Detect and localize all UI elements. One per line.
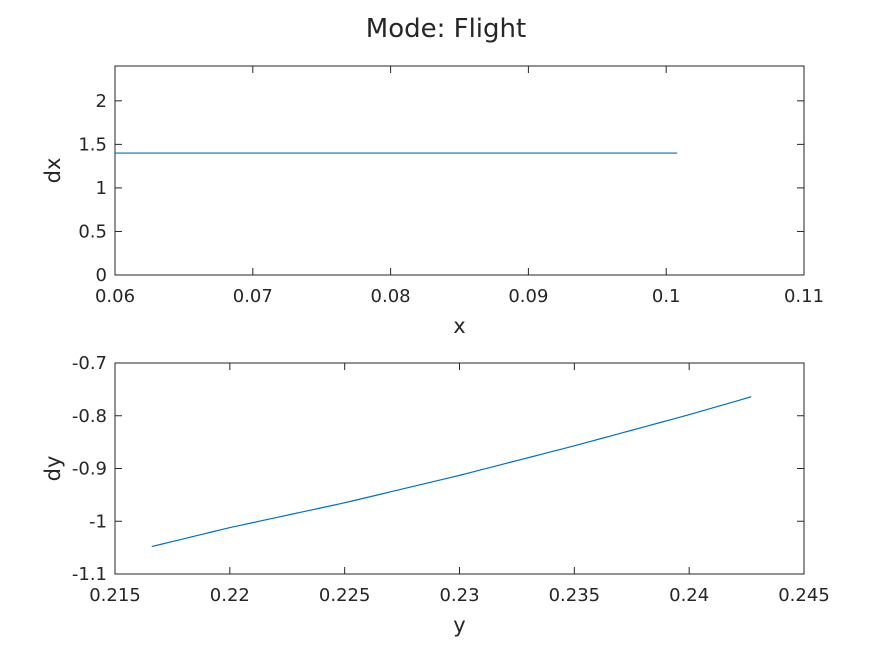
bottom-y-axis-label: dy [41, 456, 65, 482]
bottom-x-axis-label: y [453, 613, 465, 637]
bottom-x-tick-label: 0.235 [549, 585, 601, 606]
top-y-tick-label: 0 [96, 265, 107, 286]
bottom-y-tick-label: -1 [89, 511, 107, 532]
bottom-x-tick-label: 0.24 [669, 585, 709, 606]
top-plot-area [114, 65, 805, 276]
bottom-x-tick-label: 0.23 [439, 585, 479, 606]
bottom-y-tick-label: -0.9 [72, 459, 107, 480]
top-y-tick-label: 0.5 [78, 221, 107, 242]
top-x-tick-label: 0.11 [784, 286, 824, 307]
bottom-x-tick-label: 0.245 [778, 585, 830, 606]
axes-top: 0.06 0.07 0.08 0.09 0.1 0.11 0 0.5 1 1.5 2 x dx [41, 65, 824, 338]
top-x-tick-label: 0.07 [233, 286, 273, 307]
bottom-x-tick-label: 0.225 [319, 585, 371, 606]
top-x-tick-label: 0.08 [371, 286, 411, 307]
top-y-tick-label: 2 [96, 91, 107, 112]
bottom-x-tick-label: 0.215 [89, 585, 141, 606]
bottom-y-tick-label: -0.7 [72, 353, 107, 374]
bottom-plot-area [114, 362, 805, 575]
top-x-axis-label: x [453, 314, 465, 338]
top-y-tick-label: 1.5 [78, 134, 107, 155]
top-x-tick-label: 0.09 [508, 286, 548, 307]
bottom-y-tick-label: -1.1 [72, 564, 107, 585]
top-y-axis-label: dx [41, 158, 65, 184]
top-x-tick-label: 0.06 [95, 286, 135, 307]
bottom-series-line [151, 396, 752, 548]
axes-bottom: 0.215 0.22 0.225 0.23 0.235 0.24 0.245 -1.1 -1 -0… [41, 353, 830, 637]
top-y-tick-label: 1 [96, 178, 107, 199]
top-x-tick-label: 0.1 [652, 286, 681, 307]
bottom-y-tick-label: -0.8 [72, 406, 107, 427]
figure-title: Mode: Flight [366, 14, 526, 44]
bottom-x-tick-label: 0.22 [210, 585, 250, 606]
